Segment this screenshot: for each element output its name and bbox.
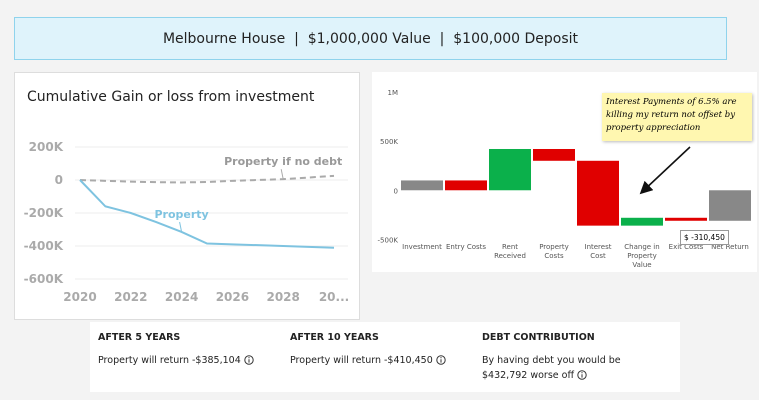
bar: [665, 217, 707, 221]
info-icon[interactable]: [577, 370, 587, 380]
card-title: AFTER 5 YEARS: [98, 332, 181, 343]
x-tick-label: Rent Received: [494, 243, 526, 261]
summary-card: AFTER 10 YEARS Property will return -$410…: [290, 332, 475, 368]
bar: [445, 180, 487, 191]
x-tick-label: Net Return: [711, 243, 749, 252]
summary-card: AFTER 5 YEARS Property will return -$385,…: [98, 332, 283, 368]
card-title: DEBT CONTRIBUTION: [482, 332, 595, 343]
summary-panel: AFTER 5 YEARS Property will return -$385,…: [90, 322, 680, 392]
x-tick-label: Investment: [402, 243, 442, 252]
y-tick-label: 500K: [380, 138, 398, 146]
bar: [709, 190, 751, 221]
line-chart: 200K 0 -200K -400K -600K 2020 2022 2024 2026 2028…: [24, 140, 350, 304]
x-tick-label: 20...: [319, 290, 349, 304]
series-label: Property if no debt: [224, 155, 342, 168]
waterfall-card: 1M 500K 0 -500K Interest Payments of 6.5% a…: [372, 72, 757, 272]
series-label: Property: [154, 208, 208, 221]
bar: [489, 148, 531, 191]
label-leader: [179, 221, 183, 233]
annotation-note: Interest Payments of 6.5% are killing my…: [602, 93, 752, 141]
bar: [621, 217, 663, 226]
annotation-arrow: [639, 146, 691, 195]
x-tick-label: 2024: [165, 290, 198, 304]
y-tick-label: -600K: [24, 272, 64, 286]
line-chart-card: Cumulative Gain or loss from investment …: [14, 72, 360, 320]
x-tick-label: 2020: [63, 290, 96, 304]
x-tick-label: Property Costs: [539, 243, 569, 261]
card-body: Property will return -$410,450: [290, 353, 475, 368]
label-leader: [280, 169, 284, 180]
x-tick-label: Interest Cost: [584, 243, 612, 261]
y-tick-label: 200K: [29, 140, 64, 154]
waterfall-chart: 1M 500K 0 -500K: [378, 89, 751, 244]
y-tick-label: 0: [394, 187, 398, 195]
bar: [533, 148, 575, 161]
card-text: By having debt you would be $432,792 wor…: [482, 355, 621, 381]
bar: [401, 180, 443, 191]
info-icon[interactable]: [436, 355, 446, 365]
summary-card: DEBT CONTRIBUTION By having debt you woul…: [482, 332, 667, 383]
card-body: By having debt you would be $432,792 wor…: [482, 353, 667, 383]
bar: [577, 160, 619, 226]
tooltip-label: $ -310,450: [680, 230, 729, 245]
x-tick-label: Entry Costs: [445, 243, 487, 252]
x-tick-label: 2026: [216, 290, 249, 304]
y-tick-label: -500K: [378, 236, 399, 244]
card-text: Property will return -$410,450: [290, 355, 433, 366]
info-icon[interactable]: [244, 355, 254, 365]
x-tick-label: 2022: [114, 290, 147, 304]
series-line: [79, 179, 335, 249]
card-body: Property will return -$385,104: [98, 353, 283, 368]
chart-title: Cumulative Gain or loss from investment: [27, 89, 315, 105]
series-line: [79, 174, 335, 184]
y-tick-label: 0: [55, 173, 63, 187]
y-tick-label: -400K: [24, 239, 64, 253]
x-tick-label: Exit Costs: [668, 243, 704, 252]
x-tick-label: 2028: [266, 290, 299, 304]
y-tick-label: -200K: [24, 206, 64, 220]
card-title: AFTER 10 YEARS: [290, 332, 379, 343]
card-text: Property will return -$385,104: [98, 355, 241, 366]
y-tick-label: 1M: [388, 89, 399, 97]
header-banner: Melbourne House | $1,000,000 Value | $10…: [14, 17, 727, 60]
x-tick-label: Change in Property Value: [624, 243, 660, 270]
